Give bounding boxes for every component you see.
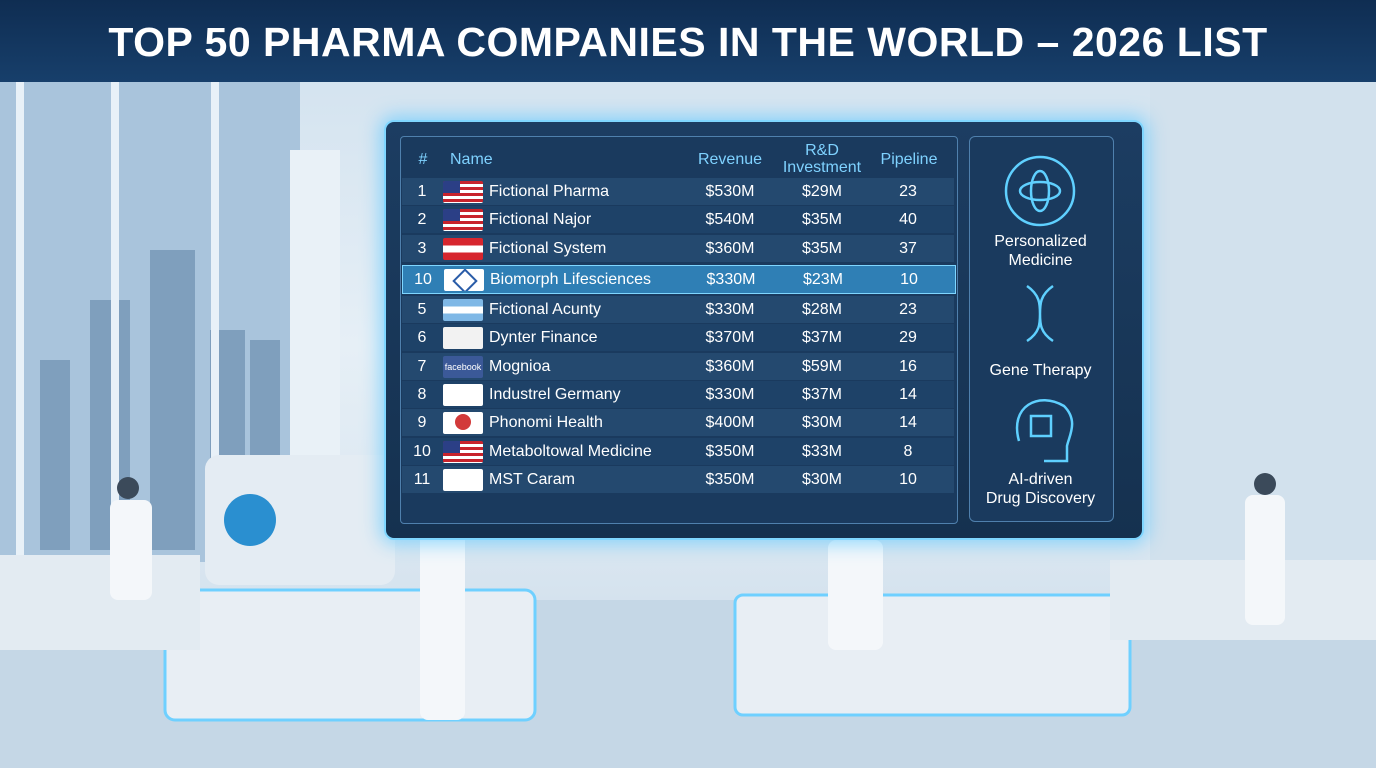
revenue-cell: $400M bbox=[705, 414, 755, 431]
pipeline-cell: 23 bbox=[899, 301, 917, 318]
company-logo bbox=[443, 327, 483, 349]
flag-canton bbox=[443, 441, 460, 453]
rd-cell: $30M bbox=[801, 414, 843, 431]
company-name: MST Caram bbox=[489, 471, 575, 488]
pipeline-cell: 29 bbox=[899, 329, 917, 346]
flag-canton bbox=[443, 181, 460, 193]
company-name: Fictional Acunty bbox=[489, 301, 602, 318]
revenue-cell: $350M bbox=[705, 443, 755, 460]
revenue-cell: $360M bbox=[705, 240, 755, 257]
col-header: R&D Investment bbox=[782, 142, 862, 176]
table-row: 8 Industrel Germany $330M $37M 14 bbox=[402, 381, 954, 408]
rank-cell: 2 bbox=[417, 211, 427, 228]
rank-cell: 9 bbox=[417, 414, 427, 431]
col-header: Revenue bbox=[697, 151, 763, 168]
rank-cell: 7 bbox=[417, 358, 427, 375]
company-logo bbox=[443, 181, 483, 203]
col-header: Name bbox=[450, 151, 493, 168]
pipeline-cell: 16 bbox=[899, 358, 917, 375]
feature-label: Personalized bbox=[994, 233, 1087, 250]
company-name: Mognioa bbox=[489, 358, 551, 375]
company-logo bbox=[443, 209, 483, 231]
pipeline-cell: 10 bbox=[899, 471, 917, 488]
revenue-cell: $330M bbox=[705, 386, 755, 403]
logo-emblem bbox=[452, 269, 478, 291]
pipeline-cell: 10 bbox=[900, 271, 918, 288]
revenue-cell: $330M bbox=[706, 271, 756, 288]
table-row: 10 Metaboltowal Medicine $350M $33M 8 bbox=[402, 438, 954, 465]
pipeline-cell: 37 bbox=[899, 240, 917, 257]
revenue-cell: $350M bbox=[705, 471, 755, 488]
company-logo bbox=[443, 441, 483, 463]
rank-cell: 6 bbox=[417, 329, 427, 346]
rank-cell: 8 bbox=[417, 386, 427, 403]
revenue-cell: $370M bbox=[705, 329, 755, 346]
logo-emblem bbox=[455, 414, 471, 430]
rd-cell: $59M bbox=[801, 358, 843, 375]
rank-cell: 3 bbox=[417, 240, 427, 257]
table-row: 7 facebook Mognioa $360M $59M 16 bbox=[402, 353, 954, 380]
pipeline-cell: 40 bbox=[899, 211, 917, 228]
pipeline-cell: 14 bbox=[899, 386, 917, 403]
table-row: 1 Fictional Pharma $530M $29M 23 bbox=[402, 178, 954, 205]
company-name: Phonomi Health bbox=[489, 414, 603, 431]
rd-cell: $30M bbox=[801, 471, 843, 488]
table-row: 2 Fictional Najor $540M $35M 40 bbox=[402, 206, 954, 233]
feature-icons bbox=[1004, 155, 1076, 463]
table-row: 3 Fictional System $360M $35M 37 bbox=[402, 235, 954, 262]
col-header: Pipeline bbox=[880, 151, 938, 168]
revenue-cell: $530M bbox=[705, 183, 755, 200]
rd-cell: $37M bbox=[801, 329, 843, 346]
company-logo bbox=[444, 269, 484, 291]
rank-cell: 10 bbox=[414, 271, 432, 288]
company-logo bbox=[443, 384, 483, 406]
pipeline-cell: 8 bbox=[903, 443, 913, 460]
rank-cell: 11 bbox=[413, 471, 431, 488]
company-name: Industrel Germany bbox=[489, 386, 621, 403]
table-row: 9 Phonomi Health $400M $30M 14 bbox=[402, 409, 954, 436]
logo-text: facebook bbox=[444, 362, 482, 372]
feature-label: AI-driven bbox=[1008, 471, 1073, 488]
rd-cell: $28M bbox=[801, 301, 843, 318]
company-logo bbox=[443, 469, 483, 491]
rank-cell: 1 bbox=[417, 183, 427, 200]
rd-cell: $29M bbox=[801, 183, 843, 200]
flag-canton bbox=[443, 209, 460, 221]
company-logo bbox=[443, 412, 483, 434]
pipeline-cell: 14 bbox=[899, 414, 917, 431]
rd-cell: $35M bbox=[801, 240, 843, 257]
rank-cell: 10 bbox=[413, 443, 431, 460]
company-name: Fictional Najor bbox=[489, 211, 592, 228]
col-header: # bbox=[418, 151, 428, 168]
revenue-cell: $360M bbox=[705, 358, 755, 375]
rd-cell: $23M bbox=[802, 271, 844, 288]
company-name: Dynter Finance bbox=[489, 329, 598, 346]
rd-cell: $33M bbox=[801, 443, 843, 460]
feature-label: Drug Discovery bbox=[985, 490, 1096, 507]
title-bar bbox=[0, 0, 1376, 82]
company-name: Fictional System bbox=[489, 240, 607, 257]
revenue-cell: $330M bbox=[705, 301, 755, 318]
company-name: Metaboltowal Medicine bbox=[489, 443, 652, 460]
pipeline-cell: 23 bbox=[899, 183, 917, 200]
company-name: Biomorph Lifesciences bbox=[490, 271, 651, 288]
company-logo bbox=[443, 299, 483, 321]
company-logo: facebook bbox=[443, 356, 483, 378]
table-row: 11 MST Caram $350M $30M 10 bbox=[402, 466, 954, 493]
table-row: 10 Biomorph Lifesciences $330M $23M 10 bbox=[402, 265, 956, 294]
rd-cell: $35M bbox=[801, 211, 843, 228]
company-name: Fictional Pharma bbox=[489, 183, 610, 200]
table-row: 6 Dynter Finance $370M $37M 29 bbox=[402, 324, 954, 351]
revenue-cell: $540M bbox=[705, 211, 755, 228]
table-row: 5 Fictional Acunty $330M $28M 23 bbox=[402, 296, 954, 323]
feature-label: Gene Therapy bbox=[989, 362, 1092, 379]
rd-cell: $37M bbox=[801, 386, 843, 403]
feature-label: Medicine bbox=[1008, 252, 1073, 269]
company-logo bbox=[443, 238, 483, 260]
page-title: TOP 50 PHARMA COMPANIES IN THE WORLD – 2… bbox=[108, 19, 1268, 65]
rank-cell: 5 bbox=[417, 301, 427, 318]
